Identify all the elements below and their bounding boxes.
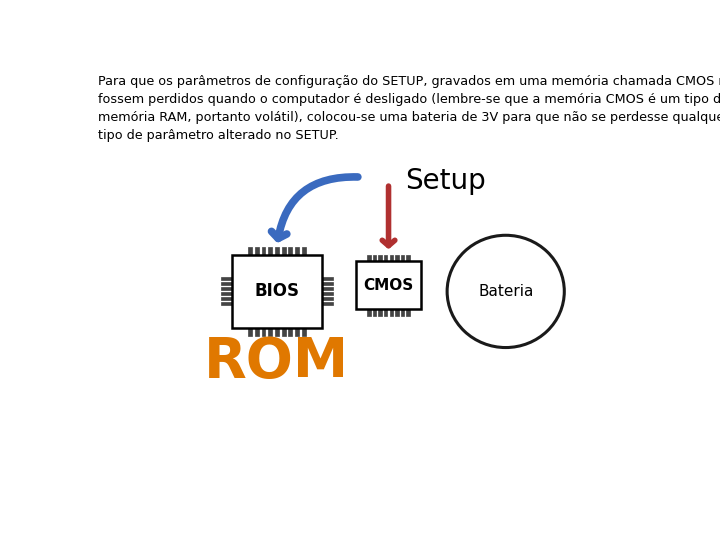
Text: BIOS: BIOS [254,282,300,300]
Bar [248,328,252,336]
Bar [379,309,382,316]
Bar [269,328,272,336]
Bar [221,302,233,305]
Bar [367,309,371,316]
Bar [406,255,410,261]
Bar [221,293,233,295]
Bar [395,255,399,261]
Bar [221,298,233,300]
Bar [289,247,292,255]
Bar [255,247,258,255]
Bar [322,293,333,295]
Bar [373,255,377,261]
Bar [289,328,292,336]
Bar [322,287,333,291]
Bar [390,255,393,261]
Text: Setup: Setup [405,167,486,195]
Bar [367,255,371,261]
Bar [282,247,286,255]
Bar [295,247,299,255]
Bar [401,255,404,261]
Bar [322,302,333,305]
Bar [269,247,272,255]
Bar [295,328,299,336]
Bar [373,309,377,316]
Bar [248,247,252,255]
Bar [390,309,393,316]
Bar [255,328,258,336]
Text: CMOS: CMOS [364,278,414,293]
Text: ROM: ROM [204,335,349,389]
Bar [261,247,266,255]
Bar [233,255,322,328]
FancyArrowPatch shape [382,186,395,246]
Bar [379,255,382,261]
Text: Para que os parâmetros de configuração do SETUP, gravados em uma memória chamada: Para que os parâmetros de configuração d… [99,75,720,142]
Bar [221,287,233,291]
Text: Bateria: Bateria [478,284,534,299]
Bar [322,278,333,280]
Bar [384,309,387,316]
Bar [395,309,399,316]
Bar [302,328,306,336]
Bar [275,328,279,336]
Bar [282,328,286,336]
Bar [322,298,333,300]
Bar [275,247,279,255]
Bar [221,282,233,285]
Bar [406,309,410,316]
Ellipse shape [447,235,564,348]
FancyArrowPatch shape [271,177,358,239]
Bar [302,247,306,255]
Bar [401,309,404,316]
Bar [322,282,333,285]
Bar [356,261,420,309]
Bar [384,255,387,261]
Bar [261,328,266,336]
Bar [221,278,233,280]
